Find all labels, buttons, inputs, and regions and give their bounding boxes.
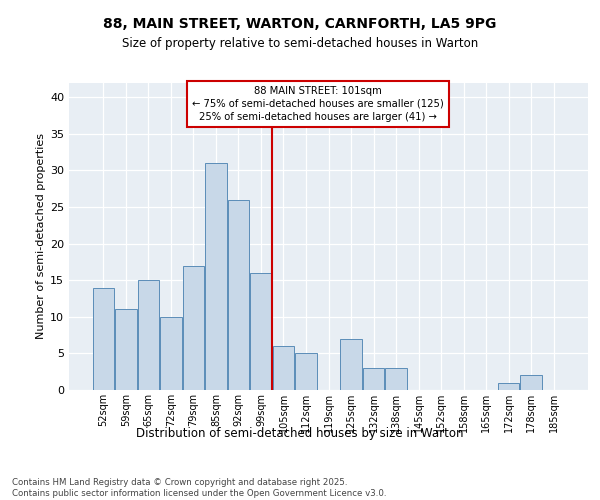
Bar <box>137 280 159 390</box>
Bar <box>182 266 204 390</box>
Bar <box>340 339 362 390</box>
Y-axis label: Number of semi-detached properties: Number of semi-detached properties <box>36 133 46 339</box>
Bar <box>295 354 317 390</box>
Bar <box>92 288 114 390</box>
Text: Size of property relative to semi-detached houses in Warton: Size of property relative to semi-detach… <box>122 38 478 51</box>
Bar <box>205 163 227 390</box>
Text: Contains HM Land Registry data © Crown copyright and database right 2025.
Contai: Contains HM Land Registry data © Crown c… <box>12 478 386 498</box>
Bar <box>250 273 272 390</box>
Text: Distribution of semi-detached houses by size in Warton: Distribution of semi-detached houses by … <box>136 428 464 440</box>
Bar <box>520 376 542 390</box>
Bar <box>115 310 137 390</box>
Bar <box>228 200 249 390</box>
Text: 88 MAIN STREET: 101sqm
← 75% of semi-detached houses are smaller (125)
25% of se: 88 MAIN STREET: 101sqm ← 75% of semi-det… <box>192 86 444 122</box>
Text: 88, MAIN STREET, WARTON, CARNFORTH, LA5 9PG: 88, MAIN STREET, WARTON, CARNFORTH, LA5 … <box>103 18 497 32</box>
Bar <box>273 346 294 390</box>
Bar <box>363 368 384 390</box>
Bar <box>498 382 520 390</box>
Bar <box>160 317 182 390</box>
Bar <box>385 368 407 390</box>
